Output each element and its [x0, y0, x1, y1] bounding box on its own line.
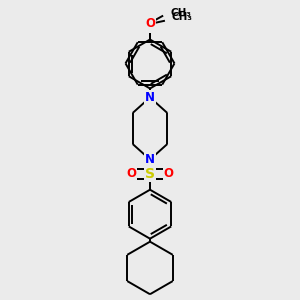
- Text: O: O: [164, 167, 173, 180]
- Text: O: O: [127, 167, 136, 180]
- Text: O: O: [145, 16, 155, 30]
- Text: O: O: [145, 19, 155, 32]
- Text: N: N: [145, 153, 155, 166]
- Text: CH₃: CH₃: [171, 8, 192, 18]
- Text: N: N: [145, 91, 155, 104]
- Text: CH₃: CH₃: [172, 12, 193, 22]
- Text: S: S: [145, 167, 155, 181]
